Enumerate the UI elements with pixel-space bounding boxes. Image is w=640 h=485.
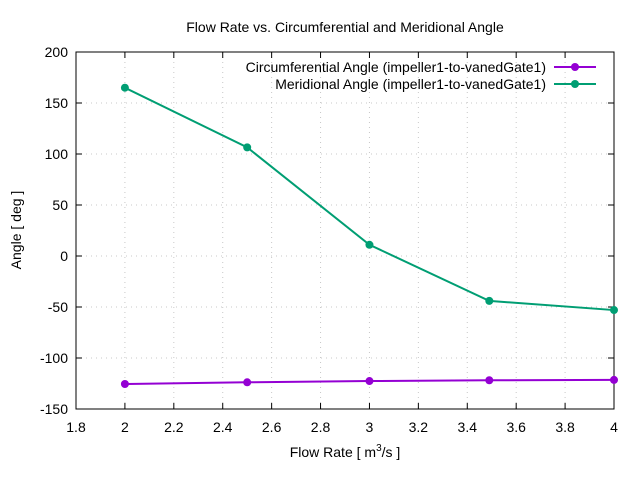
x-tick-label: 2.4 — [213, 419, 233, 435]
x-tick-label: 3.8 — [555, 419, 575, 435]
x-tick-label: 2.8 — [311, 419, 331, 435]
x-tick-label: 3.2 — [409, 419, 429, 435]
series-group — [120, 83, 618, 389]
x-tick-label: 4 — [610, 419, 618, 435]
axes: 1.8 2 2.2 2.4 2.6 2.8 3 3.2 3.4 3.6 3.8 4 -150 -100 -5… — [40, 44, 618, 435]
series-line-1 — [124, 86, 615, 312]
data-point — [610, 375, 618, 384]
x-axis-label: Flow Rate [ m3/s ] — [290, 443, 401, 460]
y-tick-label: 200 — [45, 44, 69, 60]
x-tick-label: 2.6 — [262, 419, 282, 435]
legend: Circumferential Angle (impeller1-to-vane… — [246, 59, 596, 92]
plot-frame — [75, 51, 615, 410]
y-tick-label: -150 — [40, 401, 68, 417]
data-point — [243, 143, 252, 152]
y-tick-label: 50 — [52, 197, 68, 213]
y-tick-label: 0 — [60, 248, 68, 264]
legend-label-0: Circumferential Angle (impeller1-to-vane… — [246, 59, 546, 75]
legend-swatch-point — [571, 80, 579, 88]
x-tick-label: 3.6 — [506, 419, 526, 435]
y-tick-label: 150 — [45, 95, 69, 111]
x-axis-label-main: Flow Rate [ m — [290, 444, 376, 460]
data-point — [120, 83, 129, 92]
grid — [76, 52, 614, 409]
x-tick-label: 3 — [366, 419, 374, 435]
chart-title: Flow Rate vs. Circumferential and Meridi… — [186, 19, 504, 35]
x-axis-label-tail: /s ] — [382, 444, 401, 460]
data-point — [485, 376, 494, 385]
data-point — [610, 306, 618, 315]
x-tick-label: 2 — [121, 419, 129, 435]
legend-swatch-point — [571, 63, 579, 71]
data-point — [365, 377, 374, 386]
y-tick-label: 100 — [45, 146, 69, 162]
data-point — [485, 296, 494, 305]
data-point — [120, 380, 129, 389]
x-axis-label-sup: 3 — [376, 443, 382, 454]
x-tick-label: 3.4 — [458, 419, 478, 435]
data-point — [365, 240, 374, 249]
y-tick-label: -50 — [48, 299, 68, 315]
x-tick-label: 2.2 — [164, 419, 184, 435]
data-point — [243, 378, 252, 387]
legend-label-1: Meridional Angle (impeller1-to-vanedGate… — [275, 76, 546, 92]
x-tick-label: 1.8 — [66, 419, 86, 435]
y-axis-label: Angle [ deg ] — [8, 191, 24, 270]
y-tick-label: -100 — [40, 350, 68, 366]
